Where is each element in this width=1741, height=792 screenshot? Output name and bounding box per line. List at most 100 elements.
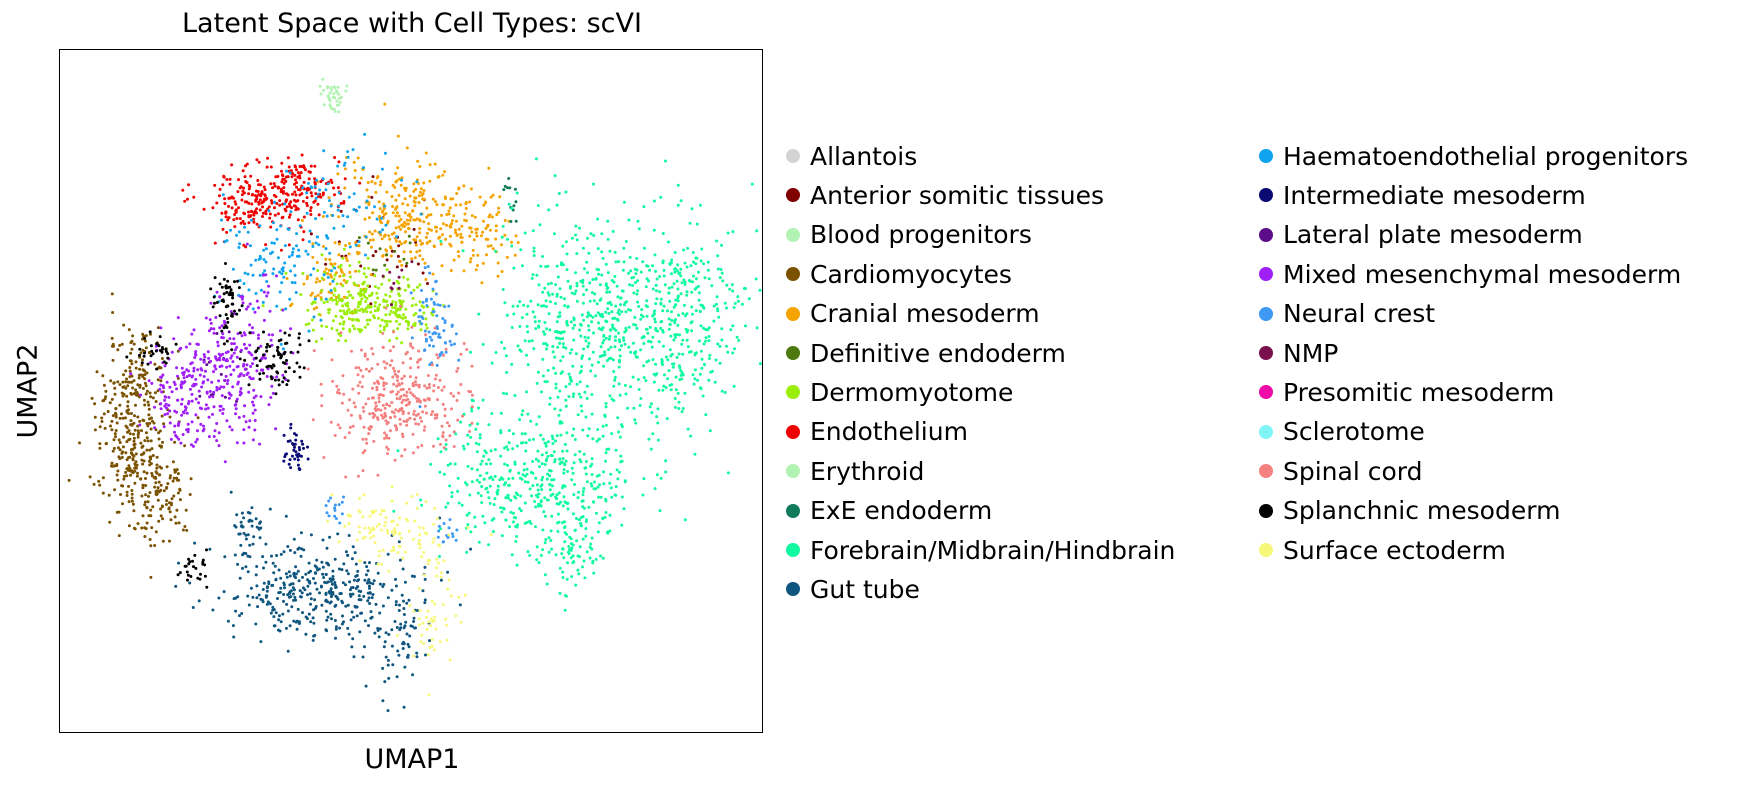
data-point (232, 312, 236, 316)
data-point (243, 175, 247, 179)
data-point (333, 241, 337, 245)
data-point (289, 304, 292, 308)
data-point (394, 311, 398, 315)
data-point (298, 365, 302, 369)
data-point (174, 584, 178, 588)
data-point (582, 452, 586, 456)
data-point (110, 428, 114, 432)
data-point (232, 635, 236, 639)
data-point (186, 573, 190, 577)
data-point (356, 384, 360, 388)
data-point (255, 584, 259, 588)
data-point (388, 339, 392, 343)
data-point (117, 510, 121, 514)
data-point (376, 362, 380, 366)
data-point (342, 200, 346, 203)
data-point (400, 268, 404, 272)
data-point (710, 284, 714, 288)
data-point (211, 395, 215, 399)
data-point (314, 192, 318, 196)
data-point (543, 541, 547, 545)
data-point (572, 493, 576, 497)
data-point (250, 326, 254, 330)
data-point (614, 448, 618, 452)
data-point (120, 455, 124, 459)
data-point (330, 107, 334, 111)
data-point (400, 454, 404, 458)
data-point (570, 291, 574, 295)
data-point (344, 244, 348, 247)
data-point (369, 610, 373, 614)
data-point (325, 581, 328, 585)
data-point (248, 555, 252, 559)
data-point (651, 264, 655, 268)
data-point (602, 333, 606, 337)
data-point (127, 438, 131, 442)
data-point (459, 420, 463, 424)
data-point (390, 359, 394, 363)
data-point (390, 485, 394, 489)
data-point (226, 350, 230, 354)
data-point (536, 370, 540, 374)
data-point (529, 522, 533, 525)
data-point (241, 219, 245, 223)
data-point (439, 450, 443, 454)
data-point (666, 358, 670, 362)
data-point (296, 218, 300, 222)
data-point (193, 356, 197, 359)
data-point (250, 519, 254, 523)
data-point (411, 382, 415, 385)
data-point (571, 543, 575, 547)
data-point (632, 406, 636, 410)
data-point (282, 275, 286, 279)
data-point (154, 481, 158, 485)
data-point (435, 353, 439, 357)
data-point (313, 581, 317, 585)
data-point (142, 470, 146, 474)
data-point (563, 304, 567, 308)
data-point (245, 363, 249, 367)
data-point (405, 222, 409, 226)
data-point (155, 471, 159, 475)
data-point (458, 603, 462, 607)
data-point (342, 278, 346, 282)
data-point (296, 569, 300, 573)
data-point (392, 528, 396, 532)
data-point (341, 581, 345, 585)
data-point (283, 350, 287, 354)
data-point (269, 338, 273, 342)
data-point (141, 418, 145, 422)
data-point (397, 609, 401, 612)
data-point (332, 107, 336, 111)
data-point (403, 197, 407, 201)
data-point (652, 380, 656, 384)
data-point (177, 437, 181, 441)
data-point (180, 366, 184, 370)
data-point (556, 521, 559, 525)
data-point (388, 404, 392, 408)
data-point (736, 299, 740, 303)
data-point (442, 329, 446, 333)
data-point (310, 291, 314, 295)
data-point (720, 338, 724, 342)
data-point (510, 206, 514, 210)
data-point (304, 249, 308, 253)
data-point (409, 342, 412, 346)
data-point (341, 327, 345, 331)
data-point (565, 319, 569, 323)
data-point (470, 364, 474, 368)
data-point (138, 353, 141, 357)
data-point (246, 230, 250, 234)
data-point (606, 531, 610, 535)
data-point (362, 425, 366, 429)
legend-item: Allantois (786, 138, 917, 174)
data-point (313, 633, 317, 637)
data-point (497, 210, 501, 214)
data-point (355, 605, 359, 609)
data-point (235, 441, 239, 445)
data-point (267, 582, 271, 586)
data-point (221, 183, 225, 187)
data-point (435, 574, 439, 578)
data-point (289, 466, 293, 470)
data-point (384, 212, 388, 216)
